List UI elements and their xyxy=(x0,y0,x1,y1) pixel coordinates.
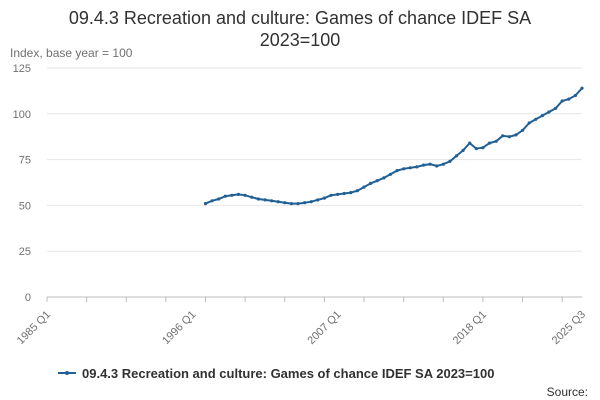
series-line-0 xyxy=(205,87,583,205)
y-tick-label: 75 xyxy=(19,155,31,167)
data-point xyxy=(283,201,287,205)
data-point xyxy=(375,179,379,183)
y-axis-ticks: 0 25 50 75 100 125 xyxy=(13,63,31,304)
data-point xyxy=(303,201,307,205)
y-tick-label: 125 xyxy=(13,63,31,75)
data-point xyxy=(567,97,571,101)
data-point xyxy=(573,93,578,98)
data-point xyxy=(349,191,353,195)
data-point xyxy=(289,202,293,206)
data-point xyxy=(494,139,498,143)
data-point xyxy=(296,202,300,206)
data-point xyxy=(270,199,274,203)
x-tick-label: 1985 Q1 xyxy=(15,309,53,347)
x-tick-label: 2025 Q3 xyxy=(550,309,588,347)
series-group xyxy=(203,86,584,206)
data-point xyxy=(514,133,518,137)
data-point xyxy=(560,99,564,103)
data-point xyxy=(250,195,254,199)
y-tick-label: 25 xyxy=(19,246,31,258)
data-point xyxy=(395,169,399,173)
data-point xyxy=(554,106,558,110)
data-point xyxy=(441,162,445,166)
data-point xyxy=(316,198,320,202)
legend-label: 09.4.3 Recreation and culture: Games of … xyxy=(82,366,494,381)
x-axis: 1985 Q1 1996 Q1 2007 Q1 2018 Q1 2025 Q3 xyxy=(15,297,588,347)
data-point xyxy=(210,199,214,203)
data-point xyxy=(428,162,432,166)
data-point xyxy=(342,191,346,196)
data-point xyxy=(408,166,412,170)
data-point xyxy=(236,192,241,196)
data-point xyxy=(527,121,531,125)
data-point xyxy=(402,167,406,171)
data-point xyxy=(203,202,208,206)
data-point xyxy=(421,163,426,167)
x-tick-label: 2007 Q1 xyxy=(305,309,343,347)
data-point xyxy=(369,181,373,185)
data-point xyxy=(474,147,478,151)
data-point xyxy=(276,200,280,204)
data-point xyxy=(501,134,505,138)
y-tick-label: 100 xyxy=(13,109,31,121)
x-tick-label: 2018 Q1 xyxy=(451,309,489,347)
data-point xyxy=(382,176,386,180)
data-point xyxy=(507,135,511,139)
gridlines xyxy=(47,67,582,298)
data-point xyxy=(448,159,452,163)
data-point xyxy=(329,193,333,197)
data-point xyxy=(322,196,326,200)
data-point xyxy=(534,117,538,121)
data-point xyxy=(256,197,260,201)
data-point xyxy=(415,165,419,169)
data-point xyxy=(230,193,234,197)
data-point xyxy=(243,193,247,197)
chart-title-line-1: 09.4.3 Recreation and culture: Games of … xyxy=(69,8,531,28)
data-point xyxy=(336,192,340,196)
data-point xyxy=(454,154,459,158)
data-point xyxy=(461,148,465,152)
data-point xyxy=(355,189,359,193)
y-tick-label: 50 xyxy=(19,200,31,212)
chart-title-line-2: 2023=100 xyxy=(260,30,341,50)
y-axis-label: Index, base year = 100 xyxy=(10,46,133,60)
data-point xyxy=(487,141,492,145)
x-tick-label: 1996 Q1 xyxy=(160,309,198,347)
data-point xyxy=(223,194,227,198)
data-point xyxy=(217,197,221,201)
data-point xyxy=(540,114,545,118)
data-point xyxy=(362,185,366,189)
source-label: Source: xyxy=(547,385,588,399)
data-point xyxy=(309,200,313,204)
data-point xyxy=(547,110,551,114)
y-tick-label: 0 xyxy=(25,292,31,304)
legend-point-marker xyxy=(65,371,69,375)
data-point xyxy=(580,86,584,90)
data-point xyxy=(388,172,393,176)
data-point xyxy=(435,164,439,168)
data-point xyxy=(468,141,472,145)
legend[interactable]: 09.4.3 Recreation and culture: Games of … xyxy=(58,366,494,381)
data-point xyxy=(521,128,525,132)
data-point xyxy=(481,146,485,150)
data-point xyxy=(263,198,267,202)
